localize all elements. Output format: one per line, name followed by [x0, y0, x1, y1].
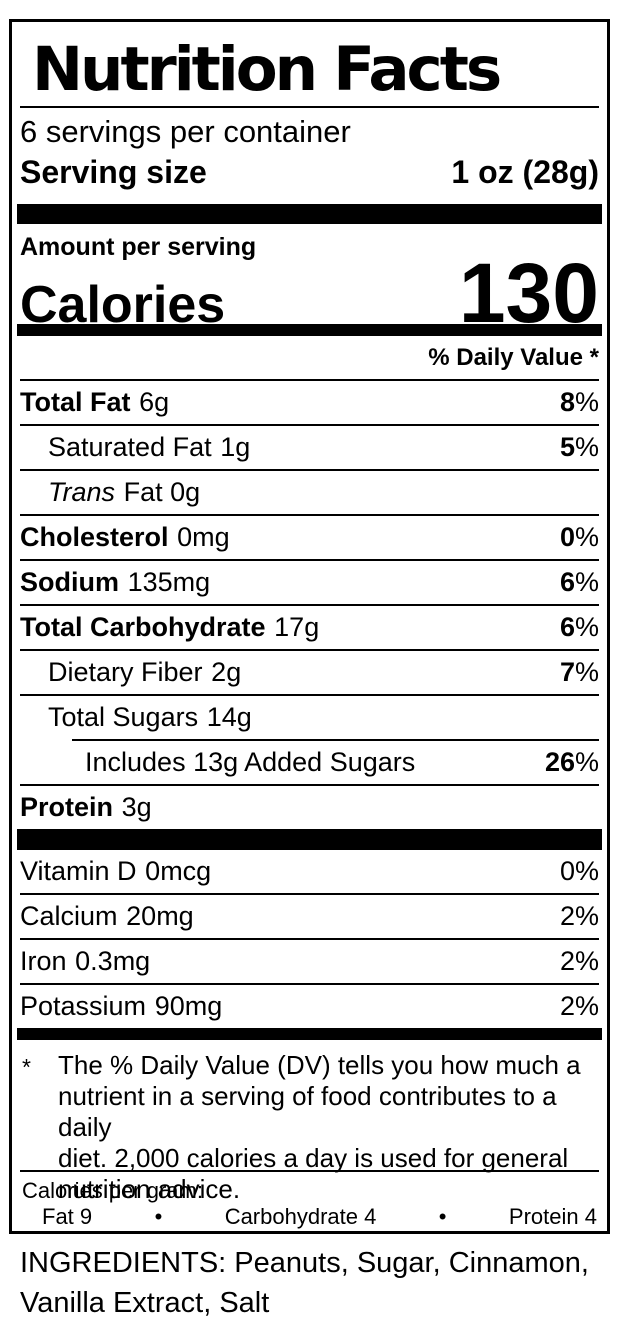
- nutrient-row-total-fat: Total Fat 6g 8%: [20, 381, 599, 426]
- nutrient-row-added-sugars: Includes 13g Added Sugars 26%: [20, 741, 599, 786]
- daily-value-vitamin-d: 0%: [559, 856, 599, 886]
- divider-bar-medium-calories: [17, 324, 602, 336]
- ingredients-list: INGREDIENTS: Peanuts, Sugar, Cinnamon, V…: [20, 1247, 589, 1319]
- nutrition-facts-label: Nutrition Facts 6 servings per container…: [9, 19, 610, 1234]
- footnote-asterisk: *: [22, 1054, 31, 1080]
- daily-value-calcium: 2%: [559, 901, 599, 931]
- daily-value-added-sugars: 26%: [544, 747, 599, 777]
- nutrient-row-total-sugars: Total Sugars 14g: [20, 696, 599, 739]
- serving-size-row: Serving size 1 oz (28g): [20, 151, 599, 204]
- daily-value-dietary-fiber: 7%: [559, 657, 599, 687]
- nutrient-name: Total Carbohydrate 17g: [20, 612, 320, 642]
- nutrient-name: Includes 13g Added Sugars: [85, 747, 416, 777]
- vitamin-row-vitamin-d: Vitamin D 0mcg 0%: [20, 850, 599, 895]
- bullet-separator: •: [154, 1204, 163, 1229]
- nutrient-row-saturated-fat: Saturated Fat 1g 5%: [20, 426, 599, 471]
- vitamin-name: Iron 0.3mg: [20, 946, 151, 976]
- daily-value-potassium: 2%: [559, 991, 599, 1021]
- nutrient-name: Total Fat 6g: [20, 387, 170, 417]
- nutrient-name: Sodium 135mg: [20, 567, 211, 597]
- daily-value-cholesterol: 0%: [559, 522, 599, 552]
- bullet-separator: •: [438, 1204, 447, 1229]
- serving-size-label: Serving size: [20, 154, 207, 190]
- vitamin-row-iron: Iron 0.3mg 2%: [20, 940, 599, 985]
- daily-value-total-carbohydrate: 6%: [559, 612, 599, 642]
- indented-divider: [72, 739, 599, 741]
- nutrient-row-dietary-fiber: Dietary Fiber 2g 7%: [20, 651, 599, 696]
- footnote-line: The % Daily Value (DV) tells you how muc…: [58, 1050, 581, 1080]
- divider-bar-medium-footnote: [17, 1028, 602, 1040]
- nutrient-row-sodium: Sodium 135mg 6%: [20, 561, 599, 606]
- footnote-line: nutrition advice.: [58, 1174, 241, 1204]
- calories-per-gram-section: Calories per gram: Fat 9 • Carbohydrate …: [20, 1172, 599, 1231]
- daily-value-footnote: * The % Daily Value (DV) tells you how m…: [20, 1040, 599, 1204]
- nutrient-name: Saturated Fat 1g: [48, 432, 251, 462]
- vitamin-name: Vitamin D 0mcg: [20, 856, 212, 886]
- servings-per-container: 6 servings per container: [20, 114, 351, 149]
- daily-value-header: % Daily Value *: [20, 336, 599, 381]
- footnote-line: diet. 2,000 calories a day is used for g…: [58, 1143, 569, 1173]
- serving-size-value: 1 oz (28g): [451, 154, 599, 190]
- calories-per-gram-protein: Protein 4: [508, 1204, 597, 1229]
- calories-per-gram-row: Fat 9 • Carbohydrate 4 • Protein 4: [20, 1204, 599, 1230]
- daily-value-sodium: 6%: [559, 567, 599, 597]
- amount-per-serving-label: Amount per serving: [20, 233, 257, 261]
- nutrient-row-total-carbohydrate: Total Carbohydrate 17g 6%: [20, 606, 599, 651]
- divider-bar-thick-top: [17, 204, 602, 224]
- label-title: Nutrition Facts: [20, 22, 599, 108]
- calories-per-gram-heading: Calories per gram:: [22, 1178, 203, 1203]
- footnote-line: nutrient in a serving of food contribute…: [58, 1081, 557, 1142]
- nutrient-name: Trans Fat 0g: [48, 477, 201, 507]
- calories-per-gram-carbohydrate: Carbohydrate 4: [224, 1204, 377, 1229]
- nutrient-name: Protein 3g: [20, 792, 152, 822]
- footnote-text: The % Daily Value (DV) tells you how muc…: [58, 1050, 599, 1204]
- daily-value-total-fat: 8%: [559, 387, 599, 417]
- vitamin-row-calcium: Calcium 20mg 2%: [20, 895, 599, 940]
- nutrient-row-cholesterol: Cholesterol 0mg 0%: [20, 516, 599, 561]
- daily-value-saturated-fat: 5%: [559, 432, 599, 462]
- nutrient-name: Cholesterol 0mg: [20, 522, 230, 552]
- nutrient-name: Dietary Fiber 2g: [48, 657, 242, 687]
- nutrient-row-trans-fat: Trans Fat 0g: [20, 471, 599, 516]
- vitamin-name: Potassium 90mg: [20, 991, 223, 1021]
- nutrient-row-protein: Protein 3g: [20, 786, 599, 829]
- nutrient-name: Total Sugars 14g: [48, 702, 252, 732]
- daily-value-iron: 2%: [559, 946, 599, 976]
- calories-value: 130: [458, 246, 599, 324]
- calories-row: Calories 130: [20, 246, 599, 324]
- vitamin-name: Calcium 20mg: [20, 901, 194, 931]
- calories-block: Amount per serving Calories 130: [20, 224, 599, 324]
- calories-per-gram-fat: Fat 9: [42, 1204, 93, 1229]
- calories-label: Calories: [20, 276, 226, 324]
- vitamin-row-potassium: Potassium 90mg 2%: [20, 985, 599, 1028]
- divider-bar-thick-protein: [17, 829, 602, 850]
